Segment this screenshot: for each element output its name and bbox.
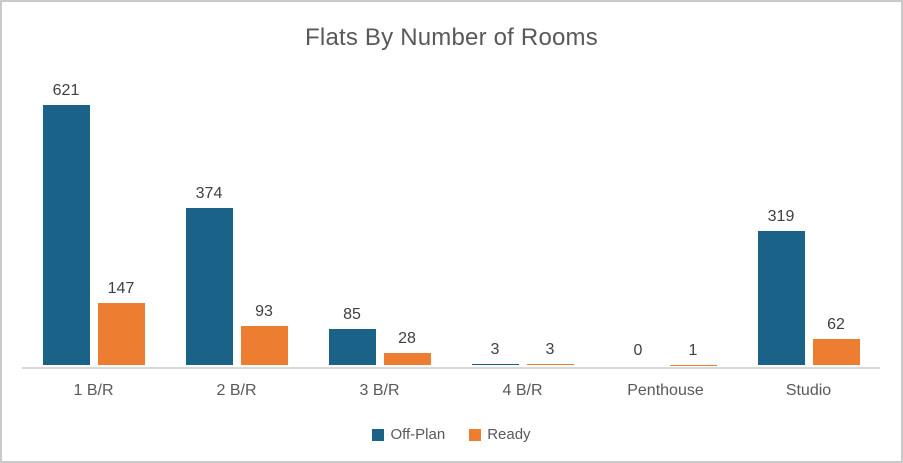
value-label: 0 bbox=[633, 342, 643, 359]
value-label: 3 bbox=[545, 340, 555, 358]
bar-off-plan-1-b-r bbox=[42, 105, 90, 365]
value-label: 374 bbox=[195, 185, 223, 203]
legend-label: Ready bbox=[487, 426, 531, 443]
chart-title: Flats By Number of Rooms bbox=[305, 24, 598, 51]
legend: Off-Plan Ready bbox=[2, 426, 901, 443]
bar-ready-studio bbox=[812, 339, 860, 365]
value-label: 85 bbox=[343, 306, 361, 324]
bar-ready-2-b-r bbox=[240, 326, 288, 365]
category-label-3-b-r: 3 B/R bbox=[359, 382, 400, 399]
value-label: 1 bbox=[688, 341, 698, 359]
bar-off-plan-3-b-r bbox=[328, 329, 376, 365]
bar-ready-1-b-r bbox=[97, 303, 145, 365]
bar-off-plan-2-b-r bbox=[185, 208, 233, 365]
bar-ready-4-b-r bbox=[526, 363, 574, 365]
value-label: 319 bbox=[767, 208, 795, 226]
legend-swatch-icon bbox=[372, 428, 385, 441]
category-label-4-b-r: 4 B/R bbox=[502, 382, 543, 399]
legend-swatch-icon bbox=[469, 428, 482, 441]
value-label: 621 bbox=[52, 82, 80, 99]
bar-ready-3-b-r bbox=[383, 353, 431, 365]
category-label-1-b-r: 1 B/R bbox=[73, 382, 114, 399]
value-label: 62 bbox=[827, 316, 845, 334]
legend-item-ready: Ready bbox=[469, 426, 531, 443]
category-label-penthouse: Penthouse bbox=[627, 382, 704, 399]
value-label: 147 bbox=[107, 280, 135, 298]
legend-label: Off-Plan bbox=[390, 426, 446, 443]
x-axis-line bbox=[22, 367, 880, 369]
category-label-2-b-r: 2 B/R bbox=[216, 382, 257, 399]
bar-off-plan-studio bbox=[757, 231, 805, 365]
category-label-studio: Studio bbox=[785, 382, 832, 399]
bar-off-plan-4-b-r bbox=[471, 363, 519, 365]
value-label: 28 bbox=[398, 330, 416, 348]
legend-item-off-plan: Off-Plan bbox=[372, 426, 445, 443]
value-label: 3 bbox=[490, 340, 500, 358]
value-label: 93 bbox=[255, 303, 273, 321]
